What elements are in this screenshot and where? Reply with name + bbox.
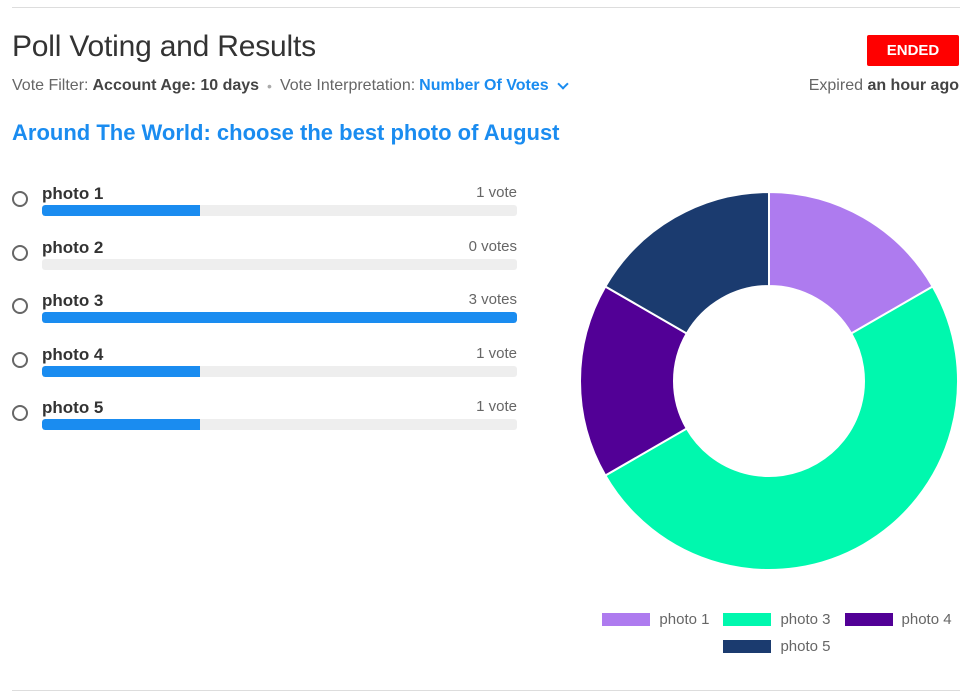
donut-slice[interactable] — [579, 285, 689, 477]
legend-label: photo 1 — [659, 611, 710, 628]
vote-bar-track — [42, 258, 517, 270]
donut-slice[interactable] — [603, 285, 959, 571]
page-title: Poll Voting and Results — [12, 30, 316, 63]
radio-button[interactable] — [12, 191, 28, 207]
legend-item[interactable]: photo 1 — [602, 611, 709, 628]
chevron-down-icon — [556, 78, 569, 90]
option-vote-count: 1 vote — [476, 398, 517, 415]
donut-slice[interactable] — [768, 190, 935, 335]
legend-item[interactable]: photo 5 — [723, 638, 831, 655]
vote-interpretation-dropdown[interactable]: Number Of Votes — [419, 77, 569, 95]
option-vote-count: 0 votes — [468, 237, 517, 255]
vote-meta: Vote Filter: Account Age: 10 days • Vote… — [12, 77, 569, 95]
vote-bar-fill — [42, 312, 517, 323]
legend-swatch — [723, 613, 772, 626]
radio-button[interactable] — [12, 244, 28, 261]
legend-row: photo 5 — [592, 633, 962, 660]
vote-interpretation-label: Vote Interpretation: — [279, 77, 416, 94]
vote-interpretation-value: Number Of Votes — [419, 77, 549, 94]
legend-label: photo 5 — [780, 638, 831, 655]
donut-slice[interactable] — [603, 190, 770, 335]
legend-swatch — [723, 640, 772, 653]
vote-bar-track — [42, 312, 517, 323]
vote-filter-value: Account Age: 10 days — [92, 77, 260, 94]
poll-option[interactable]: photo 5 1 vote — [12, 397, 517, 451]
vote-bar-fill — [42, 205, 201, 216]
option-label: photo 5 — [42, 398, 104, 417]
option-label: photo 2 — [42, 237, 104, 257]
legend-row: photo 1 photo 3 photo 4 — [592, 606, 962, 633]
vote-filter-label: Vote Filter: — [12, 77, 89, 94]
poll-option[interactable]: photo 4 1 vote — [12, 344, 517, 398]
vote-bar-track — [42, 419, 517, 430]
radio-button[interactable] — [12, 298, 28, 314]
option-vote-count: 3 votes — [468, 291, 517, 308]
poll-option[interactable]: photo 2 0 votes — [12, 237, 517, 291]
poll-question: Around The World: choose the best photo … — [12, 120, 560, 145]
meta-separator: • — [267, 78, 272, 94]
poll-option[interactable]: photo 1 1 vote — [12, 183, 517, 237]
vote-bar-track — [42, 205, 517, 216]
legend-swatch — [602, 613, 651, 626]
results-donut-chart — [579, 190, 959, 571]
vote-bar-fill — [42, 365, 201, 377]
bottom-divider — [12, 690, 960, 691]
option-label: photo 3 — [42, 291, 104, 310]
legend-swatch — [844, 613, 893, 626]
poll-option[interactable]: photo 3 3 votes — [12, 290, 517, 344]
expired-prefix: Expired — [808, 77, 863, 94]
option-vote-count: 1 vote — [476, 184, 517, 201]
status-badge: ENDED — [867, 35, 959, 66]
chart-legend: photo 1 photo 3 photo 4 photo 5 — [592, 606, 962, 660]
top-divider — [12, 7, 960, 8]
expiry-info: Expired an hour ago — [809, 77, 959, 95]
option-vote-count: 1 vote — [476, 344, 517, 362]
radio-button[interactable] — [12, 405, 28, 421]
legend-item[interactable]: photo 3 — [723, 611, 831, 628]
option-label: photo 1 — [42, 184, 104, 203]
legend-label: photo 4 — [901, 611, 952, 628]
legend-label: photo 3 — [780, 611, 831, 628]
expired-value: an hour ago — [867, 77, 959, 94]
option-label: photo 4 — [42, 344, 104, 364]
legend-item[interactable]: photo 4 — [844, 611, 952, 628]
vote-bar-fill — [42, 419, 201, 430]
poll-options: photo 1 1 vote photo 2 0 votes photo 3 3 vote… — [12, 183, 517, 451]
vote-bar-track — [42, 365, 517, 377]
radio-button[interactable] — [12, 351, 28, 368]
